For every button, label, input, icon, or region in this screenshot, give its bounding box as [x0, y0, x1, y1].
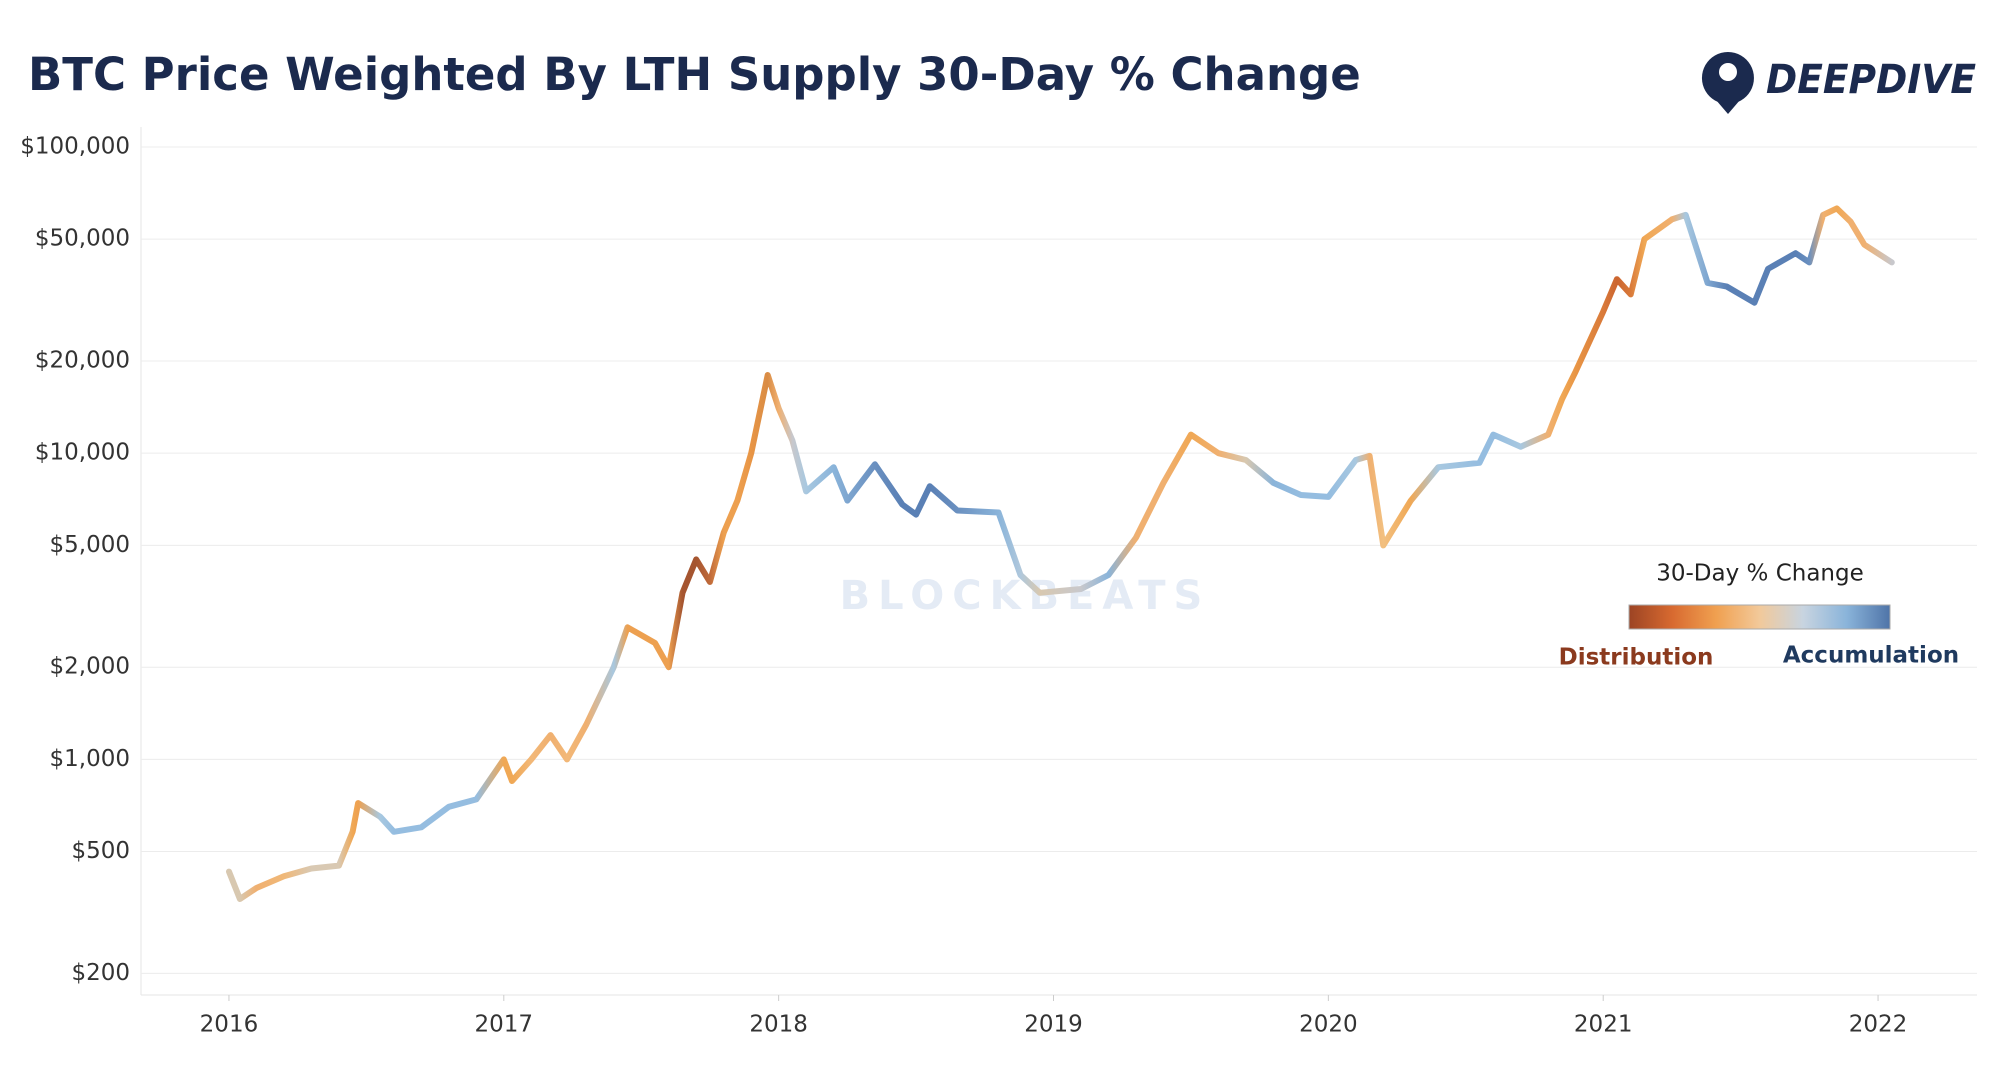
- y-tick-label: $500: [71, 838, 130, 864]
- watermark: BLOCKBEATS: [840, 573, 1211, 619]
- legend-high-label: Accumulation: [1783, 643, 1959, 669]
- x-tick-label: 2020: [1299, 1012, 1358, 1038]
- y-tick-label: $10,000: [35, 440, 130, 466]
- x-tick-label: 2021: [1574, 1012, 1633, 1038]
- logo-icon-eye: [1719, 63, 1737, 81]
- x-tick-label: 2022: [1849, 1012, 1908, 1038]
- y-tick-label: $100,000: [20, 134, 130, 160]
- y-tick-label: $5,000: [50, 532, 130, 558]
- y-tick-label: $2,000: [50, 654, 130, 680]
- legend: 30-Day % Change Distribution Accumulatio…: [1559, 561, 1960, 671]
- chart-title: BTC Price Weighted By LTH Supply 30-Day …: [28, 48, 1361, 101]
- legend-title: 30-Day % Change: [1656, 561, 1864, 587]
- logo-icon-tail: [1716, 100, 1740, 114]
- legend-low-label: Distribution: [1559, 645, 1714, 671]
- x-tick-label: 2019: [1024, 1012, 1083, 1038]
- y-tick-label: $200: [71, 960, 130, 986]
- y-tick-label: $1,000: [50, 746, 130, 772]
- y-tick-label: $50,000: [35, 226, 130, 252]
- x-tick-label: 2017: [475, 1012, 534, 1038]
- x-tick-label: 2018: [749, 1012, 808, 1038]
- price-line: [226, 205, 1895, 902]
- x-tick-label: 2016: [200, 1012, 259, 1038]
- y-tick-label: $20,000: [35, 348, 130, 374]
- brand-name: DEEPDIVE: [1766, 57, 1976, 103]
- axes: $200 $500 $1,000 $2,000 $5,000 $10,000 $20,000…: [20, 127, 1977, 1038]
- legend-color-bar: [1628, 604, 1891, 630]
- plot: [226, 205, 1895, 902]
- brand-logo: DEEPDIVE: [1701, 52, 1976, 114]
